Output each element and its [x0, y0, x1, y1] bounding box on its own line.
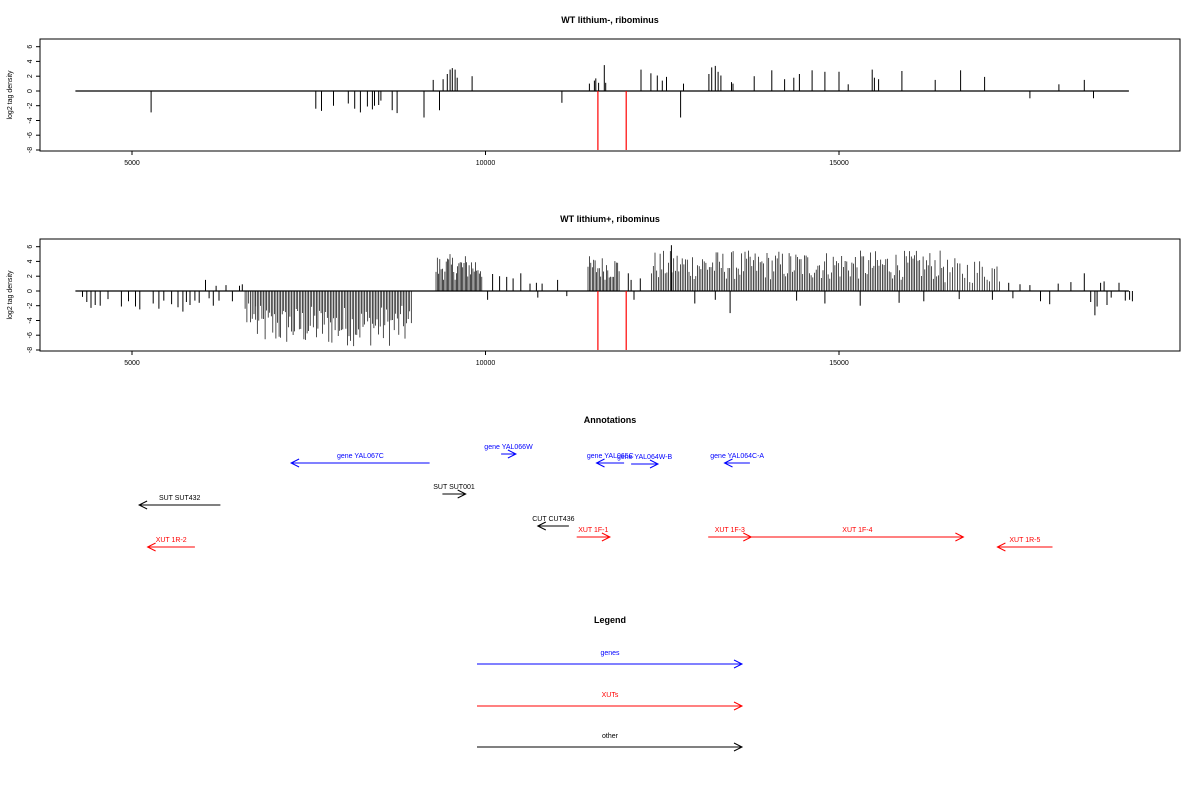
annotation-arrow-head	[723, 458, 733, 468]
annotation-arrow-head	[649, 459, 660, 469]
plot-frame	[39, 38, 1181, 152]
legend-title: Legend	[594, 615, 626, 625]
annotation-label: SUT SUT001	[433, 484, 475, 491]
legend-item: XUTs	[477, 692, 744, 711]
y-tick-label: -6	[27, 332, 34, 338]
legend-label: genes	[600, 650, 620, 657]
y-tick-label: 6	[27, 45, 34, 49]
annotations-title: Annotations	[584, 415, 637, 425]
x-tick-label: 15000	[829, 160, 849, 167]
legend-panel: Legend genes XUTs other	[477, 615, 744, 752]
legend-label: XUTs	[602, 692, 619, 699]
bar-series	[75, 65, 1129, 150]
legend-item: genes	[477, 650, 744, 669]
x-axis: 5000 10000 15000	[124, 351, 849, 367]
panel-title: WT lithium+, ribominus	[560, 214, 660, 224]
y-tick-label: -2	[27, 102, 34, 108]
legend-list: genes XUTs other	[477, 650, 744, 752]
annotation-label: gene YAL066W	[484, 444, 533, 451]
track-panel-lithium-minus: WT lithium-, ribominus log2 tag density …	[7, 15, 1181, 167]
panel-title: WT lithium-, ribominus	[561, 15, 659, 25]
annotation-label: SUT SUT432	[159, 495, 201, 502]
annotation-arrow-head	[146, 542, 156, 552]
y-axis-label: log2 tag density	[7, 270, 14, 320]
annotation-arrow-head	[507, 449, 518, 459]
annotation-feature: gene YAL064W-B	[617, 454, 673, 469]
legend-arrow-head	[733, 659, 744, 669]
x-tick-label: 10000	[476, 160, 496, 167]
bar-series	[75, 245, 1133, 350]
x-tick-label: 10000	[476, 360, 496, 367]
annotation-arrow-head	[996, 542, 1006, 552]
annotation-label: gene YAL064W-B	[617, 454, 673, 461]
annotation-arrow-head	[595, 458, 605, 468]
annotation-feature: gene YAL067C	[289, 453, 430, 468]
y-axis: 6 4 2 0 -2 -4 -6 -8	[27, 45, 40, 153]
annotation-feature: XUT 1F-4	[751, 527, 965, 542]
plot-frame	[39, 238, 1181, 352]
annotation-feature: XUT 1F-1	[576, 527, 612, 542]
y-tick-label: -2	[27, 302, 34, 308]
annotation-arrow-head	[289, 458, 300, 468]
annotation-feature: gene YAL065C	[587, 453, 634, 468]
annotation-label: gene YAL064C-A	[710, 453, 764, 460]
x-tick-label: 5000	[124, 360, 140, 367]
annotation-arrow-head	[536, 521, 547, 531]
y-tick-label: 2	[27, 274, 34, 278]
annotation-arrow-head	[601, 532, 612, 542]
legend-label: other	[602, 733, 619, 740]
y-tick-label: -4	[27, 317, 34, 323]
x-tick-label: 5000	[124, 160, 140, 167]
y-tick-label: -6	[27, 132, 34, 138]
annotation-arrow-head	[955, 532, 965, 542]
y-tick-label: 0	[27, 289, 34, 293]
y-axis: 6 4 2 0 -2 -4 -6 -8	[27, 245, 40, 353]
annotation-arrow-head	[457, 489, 467, 499]
x-axis: 5000 10000 15000	[124, 151, 849, 167]
y-tick-label: -8	[27, 347, 34, 353]
annotation-label: XUT 1F-1	[578, 527, 608, 534]
annotation-label: XUT 1F-3	[715, 527, 745, 534]
annotation-feature: CUT CUT436	[532, 516, 575, 531]
annotation-label: CUT CUT436	[532, 516, 574, 523]
y-axis-label: log2 tag density	[7, 70, 14, 120]
y-tick-label: -4	[27, 117, 34, 123]
annotation-feature: SUT SUT001	[433, 484, 475, 499]
annotation-label: gene YAL065C	[587, 453, 634, 460]
y-tick-label: 4	[27, 259, 34, 263]
y-tick-label: 6	[27, 245, 34, 249]
y-tick-label: -8	[27, 147, 34, 153]
annotation-feature: XUT 1R-5	[996, 537, 1053, 552]
annotation-feature: gene YAL064C-A	[710, 453, 764, 468]
annotation-arrow-head	[137, 500, 148, 510]
legend-item: other	[477, 733, 744, 752]
legend-arrow-head	[733, 742, 744, 752]
annotation-label: XUT 1R-5	[1009, 537, 1040, 544]
y-tick-label: 2	[27, 74, 34, 78]
annotation-feature: SUT SUT432	[137, 495, 221, 510]
annotation-label: gene YAL067C	[337, 453, 384, 460]
track-panel-lithium-plus: WT lithium+, ribominus log2 tag density …	[7, 214, 1181, 367]
annotation-label: XUT 1F-4	[842, 527, 872, 534]
annotations-panel: Annotations gene YAL067C gene YAL066W gene…	[137, 415, 1053, 552]
annotation-feature: gene YAL066W	[484, 444, 533, 459]
x-tick-label: 15000	[829, 360, 849, 367]
y-tick-label: 4	[27, 59, 34, 63]
y-tick-label: 0	[27, 89, 34, 93]
annotation-label: XUT 1R-2	[156, 537, 187, 544]
legend-arrow-head	[733, 701, 744, 711]
annotation-feature: XUT 1R-2	[146, 537, 195, 552]
